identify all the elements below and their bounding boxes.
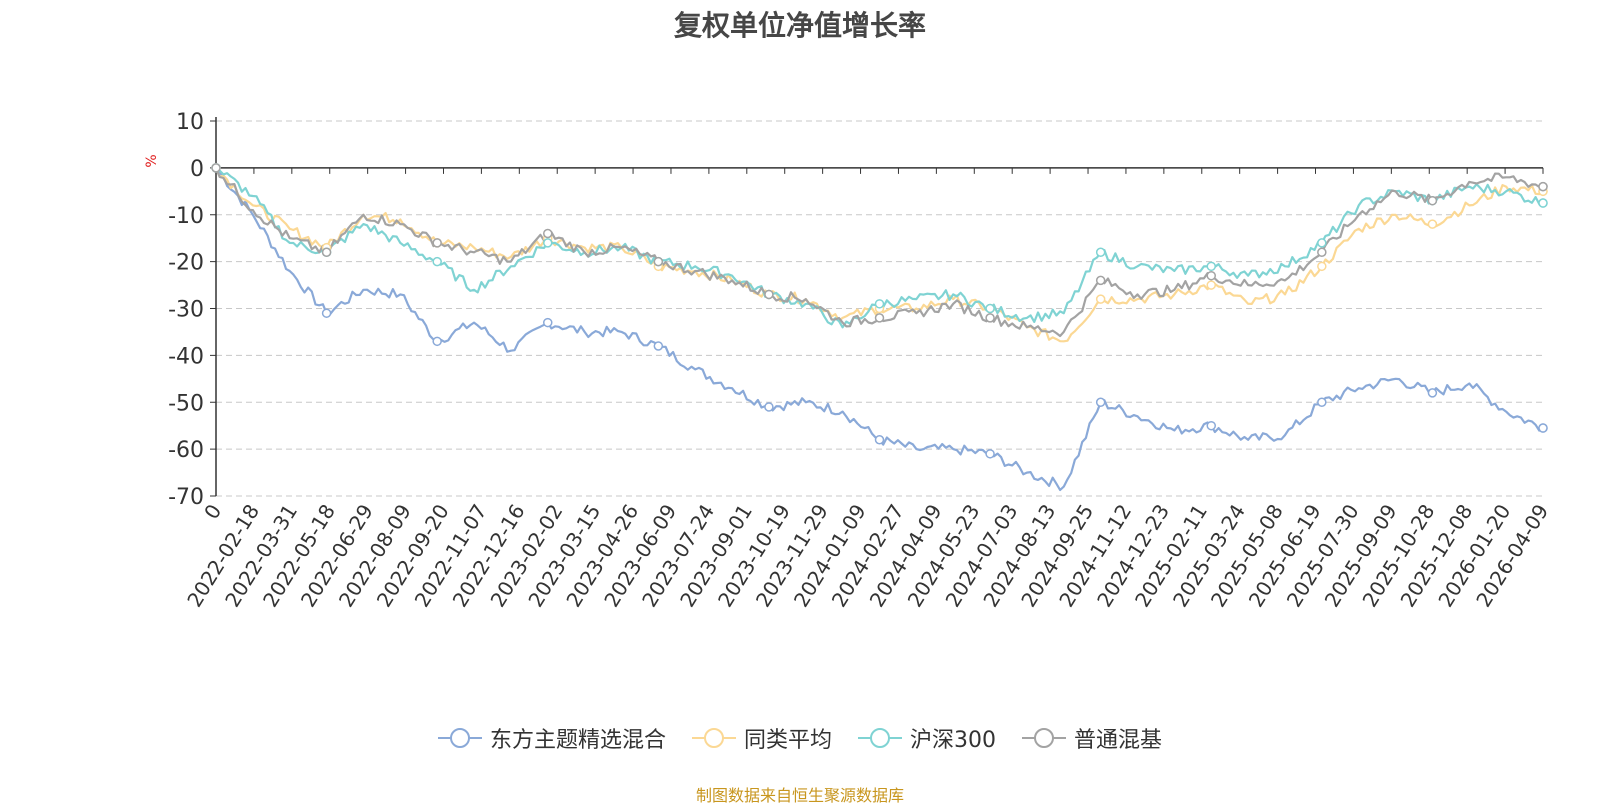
data-point (874, 299, 885, 309)
legend-marker-icon (437, 728, 482, 748)
data-point (764, 289, 774, 300)
data-point (1317, 247, 1327, 257)
legend-item-csi300[interactable]: 沪深300 (858, 722, 996, 754)
y-tick-label: 10 (176, 110, 204, 135)
legend-label: 普通混基 (1074, 728, 1163, 753)
data-point (1095, 275, 1106, 286)
data-point (1206, 280, 1216, 290)
data-point (1206, 261, 1216, 272)
legend-label: 同类平均 (743, 728, 832, 753)
legend-marker-icon (691, 728, 736, 748)
data-point (1538, 181, 1548, 192)
data-point (321, 308, 332, 318)
data-point (1317, 238, 1327, 248)
data-point (211, 163, 221, 173)
data-point (1427, 388, 1438, 398)
legend-marker-icon (1022, 728, 1066, 748)
data-point (985, 303, 995, 314)
y-axis-label: % (144, 154, 160, 167)
y-tick-label: -20 (168, 251, 204, 276)
data-point (764, 402, 774, 412)
data-point (653, 341, 664, 351)
data-point (1317, 261, 1327, 272)
legend-label: 东方主题精选混合 (489, 728, 666, 753)
data-point (1095, 397, 1106, 407)
legend: 东方主题精选混合 同类平均 沪深300 普通混基 (0, 722, 1600, 754)
y-tick-label: -40 (168, 344, 204, 369)
data-point (874, 435, 885, 445)
legend-item-hybrid-fund[interactable]: 普通混基 (1022, 722, 1162, 754)
data-point (543, 317, 553, 328)
legend-item-fund[interactable]: 东方主题精选混合 (437, 722, 666, 754)
data-point (653, 256, 664, 267)
series-points (211, 163, 1548, 459)
legend-item-peer-average[interactable]: 同类平均 (691, 722, 832, 754)
data-point (1427, 195, 1438, 206)
tick-labels: 100-10-20-30-40-50-60-7002022-02-182022-… (168, 110, 1553, 611)
y-tick-label: -10 (168, 204, 204, 229)
data-point (1317, 397, 1327, 407)
data-point (1427, 219, 1438, 229)
data-point (1206, 420, 1216, 431)
chart-title: 复权单位净值增长率 (673, 9, 926, 42)
data-point (543, 238, 553, 248)
y-tick-label: -50 (168, 391, 204, 416)
legend-label: 沪深300 (910, 728, 996, 753)
data-point (432, 336, 442, 347)
data-point (874, 313, 885, 323)
data-point (1538, 423, 1548, 433)
y-tick-label: -70 (168, 485, 204, 510)
data-point (1095, 247, 1106, 257)
data-point (985, 313, 995, 323)
legend-marker-icon (858, 728, 902, 748)
data-point (321, 247, 332, 257)
data-point (543, 228, 553, 239)
data-point (1538, 198, 1548, 208)
y-tick-label: 0 (190, 157, 204, 182)
data-point (432, 238, 442, 248)
y-tick-label: -30 (168, 298, 204, 323)
data-point (985, 449, 995, 459)
data-point (1206, 270, 1216, 281)
x-tick-label: 0 (199, 500, 226, 524)
data-point (1095, 294, 1106, 304)
source-note: 制图数据来自恒生聚源数据库 (695, 786, 904, 805)
data-point (432, 256, 442, 267)
y-tick-label: -60 (168, 438, 204, 463)
